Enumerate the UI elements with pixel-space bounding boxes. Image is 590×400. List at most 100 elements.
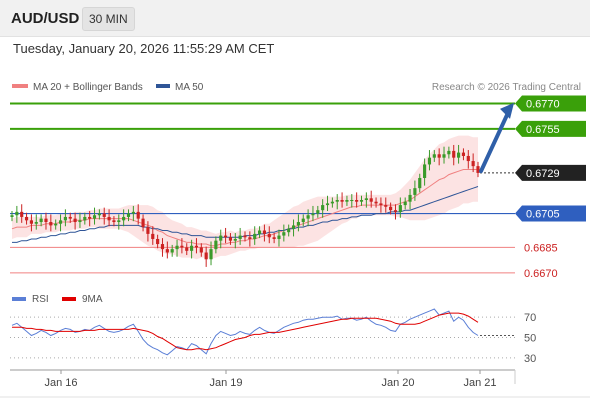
candle-body: [204, 252, 208, 260]
ma9-legend-label: 9MA: [82, 294, 103, 305]
candle-body: [272, 237, 276, 239]
candle: [92, 207, 97, 225]
candle-body: [83, 216, 87, 221]
support-label: 0.6670: [524, 268, 558, 280]
candle-body: [136, 211, 140, 219]
candle: [267, 226, 271, 244]
candle: [248, 231, 252, 247]
candle-body: [160, 244, 165, 250]
candle: [321, 199, 325, 218]
ma20-legend-swatch: [12, 84, 28, 88]
candle: [296, 214, 300, 232]
candle: [393, 204, 398, 220]
support-label: 0.6685: [524, 242, 558, 254]
candle-body: [282, 232, 286, 236]
candle-body: [219, 235, 223, 241]
resistance-label: 0.6755: [515, 120, 586, 137]
candle-body: [384, 205, 388, 207]
candle: [88, 211, 92, 227]
candle-body: [335, 200, 339, 202]
candle-body: [316, 210, 320, 214]
bollinger-band-area: [12, 135, 478, 260]
candle-body: [355, 200, 359, 202]
candle-body: [126, 213, 131, 217]
candle: [364, 192, 368, 208]
candle: [282, 224, 286, 242]
candle: [78, 212, 82, 228]
candle: [122, 209, 126, 227]
candle-body: [151, 233, 155, 239]
candle-body: [340, 200, 344, 202]
resistance-label-box: [515, 95, 586, 112]
candle: [471, 153, 475, 173]
candle: [199, 243, 203, 257]
resistance-label: 0.6770: [515, 95, 586, 112]
candle-body: [345, 200, 349, 202]
candle-body: [214, 240, 218, 250]
candle-body: [185, 247, 189, 251]
trend-arrow: [479, 102, 514, 174]
x-tick-label: Jan 20: [381, 377, 414, 389]
candle: [112, 216, 116, 227]
candle: [204, 246, 208, 267]
candle: [97, 209, 101, 220]
candle-body: [321, 205, 325, 211]
candle: [457, 144, 461, 164]
candle: [209, 241, 213, 266]
candle: [136, 204, 140, 225]
candle: [156, 234, 160, 249]
candle-body: [194, 245, 199, 248]
timeframe-button[interactable]: 30 MIN: [82, 7, 135, 31]
candle-body: [398, 205, 402, 212]
ma20-legend-label: MA 20 + Bollinger Bands: [33, 82, 143, 93]
rsi-line: [11, 308, 479, 356]
candle: [44, 212, 48, 230]
resistance-label-text: 0.6770: [526, 98, 560, 110]
last-price-label-text: 0.6729: [526, 168, 560, 180]
candle-body: [461, 152, 466, 156]
candle-body: [170, 249, 174, 253]
candle: [233, 233, 237, 249]
candle-body: [58, 220, 63, 224]
pivot-label-box: [515, 205, 586, 222]
rsi-tick-label: 70: [524, 312, 536, 324]
candle-body: [34, 222, 38, 224]
candle-body: [238, 235, 242, 239]
x-tick-label: Jan 21: [463, 377, 496, 389]
x-axis: Jan 16 Jan 19 Jan 20 Jan 21: [44, 370, 497, 389]
candle: [384, 197, 388, 213]
candle: [452, 144, 456, 166]
header-bar: AUD/USD 30 MIN: [0, 0, 590, 37]
candle: [316, 205, 320, 218]
candle-body: [476, 166, 480, 173]
candle-body: [389, 206, 393, 211]
candle-body: [209, 249, 213, 260]
candle: [350, 194, 354, 208]
candle-body: [277, 235, 281, 239]
candle: [34, 214, 38, 230]
candle-body: [253, 233, 257, 239]
candle-body: [146, 227, 150, 234]
candle-body: [452, 150, 456, 158]
candle: [277, 229, 281, 247]
candle: [287, 224, 291, 237]
trend-arrow-head: [500, 102, 514, 119]
candle: [442, 146, 446, 164]
candle-body: [10, 215, 14, 217]
candle-body: [228, 237, 233, 241]
candle-body: [306, 215, 310, 219]
resistance-label-box: [515, 120, 586, 137]
candle: [476, 161, 480, 178]
candle-body: [471, 161, 475, 167]
candle: [423, 158, 427, 186]
candle: [330, 197, 334, 208]
candle: [447, 146, 451, 159]
candle-body: [466, 155, 470, 162]
candle-body: [423, 164, 427, 178]
pivot-label: 0.6705: [515, 205, 586, 222]
candle: [214, 236, 218, 254]
candle: [403, 197, 407, 210]
candle: [29, 214, 33, 232]
candle-body: [107, 216, 111, 221]
candle: [355, 192, 359, 208]
